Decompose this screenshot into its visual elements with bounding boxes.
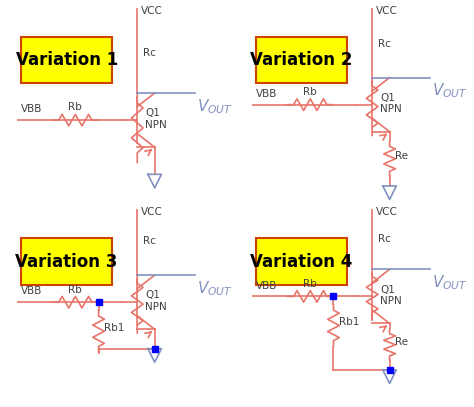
Text: VCC: VCC [141, 6, 163, 16]
FancyBboxPatch shape [256, 239, 347, 285]
Text: VCC: VCC [141, 207, 163, 217]
Text: Rb: Rb [303, 279, 317, 289]
Text: Rb: Rb [68, 103, 82, 112]
Text: $V_{OUT}$: $V_{OUT}$ [197, 279, 233, 298]
Text: Variation 3: Variation 3 [16, 253, 118, 271]
Text: NPN: NPN [380, 296, 401, 306]
Text: Q1: Q1 [380, 93, 395, 103]
Text: Variation 4: Variation 4 [250, 253, 353, 271]
Text: Q1: Q1 [145, 108, 160, 118]
Text: Rb: Rb [68, 284, 82, 295]
Text: Rc: Rc [378, 39, 391, 48]
Text: Rb1: Rb1 [339, 317, 360, 327]
Text: Rb: Rb [303, 87, 317, 97]
Text: Rc: Rc [378, 234, 391, 244]
Text: VCC: VCC [376, 207, 398, 217]
Text: NPN: NPN [380, 105, 401, 114]
Text: VBB: VBB [256, 281, 277, 291]
Text: Re: Re [395, 337, 409, 347]
FancyBboxPatch shape [21, 37, 112, 83]
Text: Q1: Q1 [145, 290, 160, 300]
FancyBboxPatch shape [21, 239, 112, 285]
Text: Rc: Rc [143, 236, 156, 246]
Text: Rc: Rc [143, 48, 156, 58]
Text: VBB: VBB [21, 105, 43, 114]
Text: NPN: NPN [145, 302, 167, 312]
Text: Variation 1: Variation 1 [16, 51, 118, 69]
Text: Re: Re [395, 151, 409, 161]
Text: Variation 2: Variation 2 [250, 51, 353, 69]
Text: VBB: VBB [256, 89, 277, 99]
Text: $V_{OUT}$: $V_{OUT}$ [432, 273, 468, 292]
Text: NPN: NPN [145, 120, 167, 130]
Text: VBB: VBB [21, 287, 43, 296]
Text: $V_{OUT}$: $V_{OUT}$ [432, 81, 468, 100]
Text: Q1: Q1 [380, 284, 395, 295]
Text: Rb1: Rb1 [104, 323, 125, 333]
FancyBboxPatch shape [256, 37, 347, 83]
Text: VCC: VCC [376, 6, 398, 16]
Text: $V_{OUT}$: $V_{OUT}$ [197, 97, 233, 116]
